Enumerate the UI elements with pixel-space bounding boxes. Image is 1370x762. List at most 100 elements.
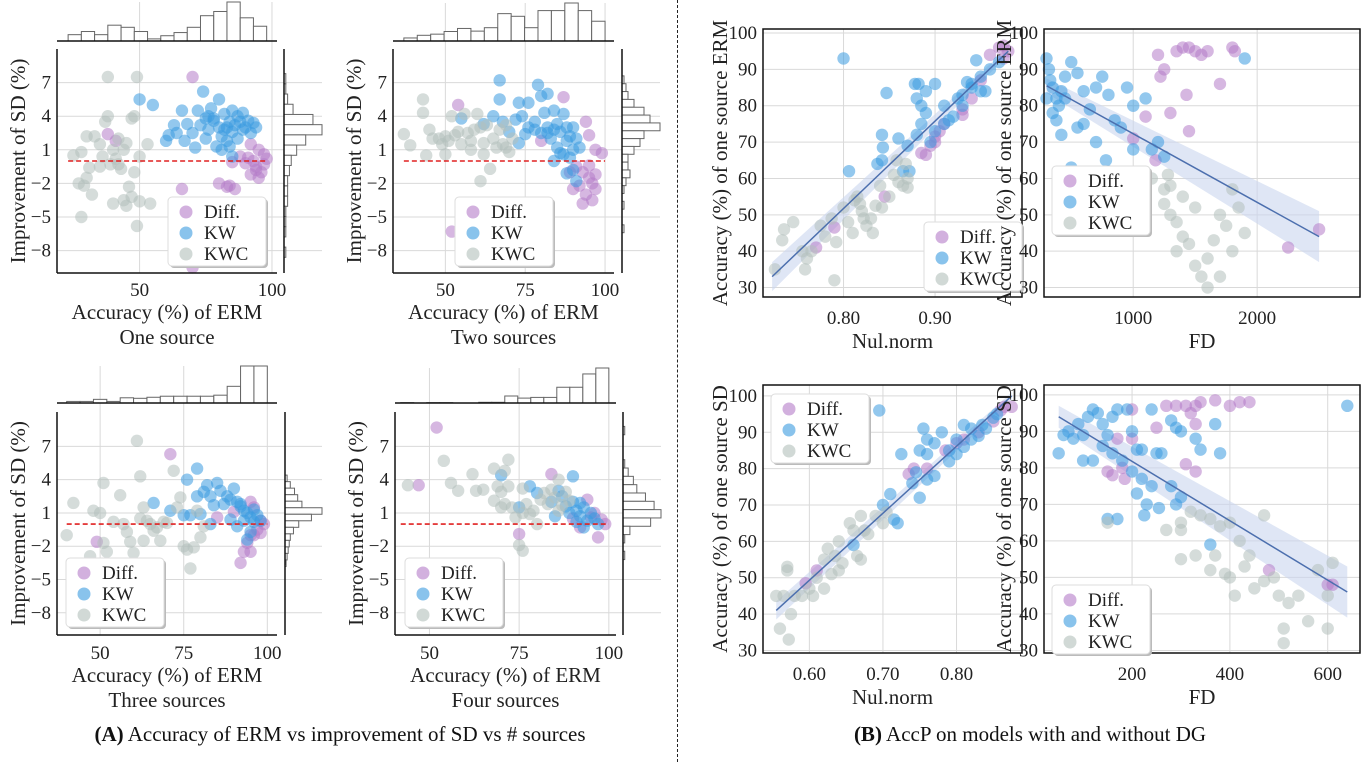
data-point (231, 132, 244, 145)
data-point (875, 154, 889, 167)
data-point (186, 70, 199, 84)
data-point (1180, 88, 1193, 102)
legend-label: KWC (204, 244, 248, 265)
data-point (554, 146, 567, 160)
data-point (1189, 549, 1202, 562)
data-point (541, 87, 554, 101)
data-point (101, 110, 115, 123)
data-point (167, 464, 180, 478)
x-tick-label: 50 (130, 280, 149, 301)
y-tick-label: 50 (738, 205, 757, 226)
data-point (93, 160, 107, 173)
data-point (924, 135, 937, 149)
legend-label: Diff. (1088, 171, 1124, 192)
data-point (781, 564, 794, 577)
data-point (122, 180, 136, 193)
data-point (1238, 226, 1251, 240)
data-point (113, 489, 127, 502)
data-point (1170, 244, 1183, 258)
y-tick-label: 7 (378, 73, 388, 94)
top-histogram-bar (497, 13, 512, 42)
legend-label: Diff. (491, 202, 527, 223)
y-tick-label: 30 (738, 278, 757, 299)
data-point (928, 77, 942, 91)
data-point (249, 121, 263, 134)
legend-label: KWC (102, 605, 146, 626)
right-histogram-bar (283, 103, 294, 115)
data-point (1321, 622, 1334, 635)
data-point (1223, 571, 1237, 584)
data-point (848, 194, 861, 207)
data-point (538, 106, 551, 120)
data-point (880, 86, 893, 100)
top-histogram-bar (416, 34, 432, 42)
y-tick-label: 40 (1019, 241, 1038, 262)
data-point (466, 467, 479, 481)
y-tick-label: 60 (1019, 531, 1038, 552)
data-point (1194, 395, 1207, 409)
data-point (910, 128, 923, 142)
right-histogram-bar (283, 124, 323, 136)
legend-label: Diff. (807, 399, 843, 420)
y-tick-label: 1 (378, 140, 388, 161)
legend-label: KW (1088, 192, 1120, 213)
data-point (1277, 622, 1290, 635)
y-tick-label: 80 (738, 459, 757, 480)
right-histogram-bar (621, 114, 651, 124)
data-point (837, 52, 850, 65)
data-point (101, 127, 115, 141)
x-tick-label: 0.80 (940, 664, 973, 685)
legend-marker (77, 608, 91, 622)
top-histogram-bar (543, 396, 558, 404)
data-point (190, 504, 204, 517)
data-point (1106, 447, 1119, 460)
data-point (1145, 403, 1158, 416)
data-point (1099, 154, 1113, 167)
data-point (1135, 443, 1149, 456)
top-histogram-bar (107, 24, 122, 42)
data-point (515, 110, 529, 123)
y-tick-label: 90 (1019, 59, 1038, 80)
data-point (187, 541, 200, 554)
data-point (1139, 110, 1152, 123)
data-point (1101, 428, 1114, 442)
data-point (474, 174, 487, 188)
y-tick-label: 40 (738, 241, 757, 262)
right-histogram-bar (284, 533, 291, 541)
y-tick-label: 60 (738, 168, 757, 189)
y-tick-label: 90 (738, 422, 757, 443)
data-point (60, 528, 73, 542)
y-axis-label: Accuracy (%) of one source SD (708, 385, 732, 653)
x-tick-label: 50 (91, 643, 110, 664)
data-point (120, 199, 133, 212)
y-tick-label: 100 (1010, 23, 1039, 44)
data-point (1071, 121, 1084, 134)
y-tick-label: 70 (1019, 494, 1038, 515)
x-axis-label: Accuracy (%) of ERM (72, 300, 263, 324)
data-point (957, 418, 971, 432)
top-histogram-bar (556, 386, 571, 404)
data-point (430, 421, 443, 434)
data-point (928, 469, 941, 483)
data-point (983, 48, 997, 62)
data-point (522, 96, 535, 109)
data-point (884, 487, 897, 501)
right-histogram-bar (622, 467, 629, 477)
x-tick-label: 2000 (1238, 308, 1276, 329)
data-point (557, 90, 570, 104)
y-tick-label: −2 (31, 536, 51, 557)
data-point (437, 454, 450, 468)
data-point (180, 473, 194, 486)
x-axis-label: Nul.norm (852, 685, 933, 709)
data-point (397, 127, 411, 141)
data-point (401, 479, 415, 492)
panel-separator (677, 0, 678, 762)
data-point (404, 139, 417, 152)
data-point (1140, 498, 1153, 511)
data-point (1145, 479, 1158, 493)
data-point (186, 126, 199, 140)
